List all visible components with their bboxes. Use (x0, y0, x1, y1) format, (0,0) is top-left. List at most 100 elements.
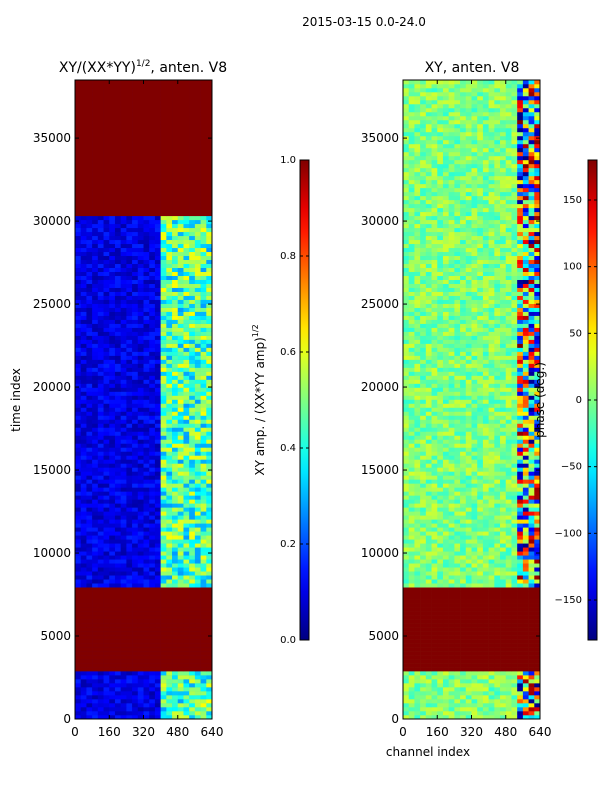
heatmap-cell (172, 159, 179, 165)
heatmap-cell (154, 347, 161, 352)
heatmap-cell (517, 611, 524, 616)
heatmap-cell (149, 231, 156, 237)
heatmap-cell (114, 347, 121, 352)
heatmap-cell (109, 287, 116, 292)
heatmap-cell (494, 615, 501, 620)
heatmap-cell (86, 555, 93, 560)
heatmap-cell (97, 523, 104, 528)
heatmap-cell (189, 623, 196, 628)
heatmap-cell (511, 583, 518, 588)
heatmap-cell (166, 287, 173, 292)
heatmap-cell (528, 687, 535, 692)
heatmap-cell (120, 523, 127, 528)
heatmap-cell (137, 307, 144, 312)
heatmap-cell (86, 115, 93, 121)
heatmap-cell (500, 703, 507, 708)
heatmap-cell (75, 139, 82, 145)
heatmap-cell (517, 647, 524, 652)
heatmap-cell (522, 687, 529, 692)
heatmap-cell (172, 479, 179, 484)
heatmap-cell (132, 479, 139, 484)
heatmap-cell (137, 635, 144, 640)
heatmap-cell (75, 267, 82, 272)
heatmap-cell (103, 299, 110, 304)
heatmap-cell (75, 703, 82, 708)
heatmap-cell (177, 631, 184, 636)
heatmap-cell (160, 143, 167, 149)
heatmap-cell (200, 259, 207, 265)
heatmap-cell (120, 255, 127, 261)
heatmap-cell (494, 603, 501, 608)
heatmap-cell (500, 675, 507, 680)
heatmap-cell (103, 491, 110, 496)
heatmap-cell (194, 715, 201, 720)
heatmap-cell (80, 247, 87, 253)
heatmap-cell (92, 707, 99, 712)
heatmap-cell (194, 299, 201, 304)
heatmap-cell (166, 199, 173, 205)
heatmap-cell (137, 259, 144, 265)
heatmap-cell (522, 583, 529, 588)
heatmap-cell (103, 671, 110, 676)
heatmap-cell (414, 619, 421, 624)
heatmap-cell (103, 579, 110, 584)
heatmap-cell (194, 463, 201, 468)
heatmap-cell (75, 671, 82, 676)
heatmap-cell (200, 195, 207, 201)
heatmap-cell (75, 483, 82, 488)
heatmap-cell (114, 551, 121, 556)
heatmap-cell (166, 395, 173, 400)
heatmap-cell (425, 563, 432, 568)
heatmap-cell (172, 227, 179, 233)
heatmap-cell (120, 687, 127, 692)
heatmap-cell (189, 371, 196, 376)
heatmap-cell (92, 643, 99, 648)
heatmap-cell (189, 251, 196, 257)
heatmap-cell (86, 659, 93, 664)
heatmap-cell (206, 711, 213, 716)
heatmap-cell (114, 251, 121, 257)
heatmap-cell (92, 463, 99, 468)
heatmap-cell (86, 135, 93, 141)
heatmap-cell (143, 595, 150, 600)
heatmap-cell (177, 191, 184, 197)
heatmap-cell (154, 487, 161, 492)
heatmap-cell (143, 683, 150, 688)
heatmap-cell (511, 639, 518, 644)
heatmap-cell (126, 627, 133, 632)
heatmap-cell (500, 579, 507, 584)
heatmap-cell (126, 123, 133, 129)
heatmap-cell (120, 499, 127, 504)
heatmap-cell (149, 219, 156, 225)
heatmap-cell (114, 455, 121, 460)
heatmap-cell (97, 407, 104, 412)
heatmap-cell (149, 551, 156, 556)
heatmap-cell (454, 655, 461, 660)
heatmap-cell (80, 603, 87, 608)
heatmap-cell (109, 555, 116, 560)
heatmap-cell (177, 647, 184, 652)
heatmap-cell (137, 299, 144, 304)
heatmap-cell (500, 555, 507, 560)
heatmap-cell (154, 339, 161, 344)
heatmap-cell (132, 487, 139, 492)
heatmap-cell (200, 143, 207, 149)
heatmap-cell (420, 667, 427, 672)
heatmap-cell (166, 375, 173, 380)
heatmap-cell (403, 567, 410, 572)
heatmap-cell (442, 671, 449, 676)
heatmap-cell (200, 403, 207, 408)
heatmap-cell (528, 539, 535, 544)
heatmap-cell (160, 179, 167, 185)
heatmap-cell (126, 435, 133, 440)
heatmap-cell (92, 559, 99, 564)
heatmap-cell (103, 687, 110, 692)
heatmap-cell (97, 675, 104, 680)
heatmap-cell (172, 707, 179, 712)
heatmap-cell (114, 711, 121, 716)
heatmap-cell (137, 315, 144, 320)
heatmap-cell (103, 583, 110, 588)
heatmap-cell (166, 683, 173, 688)
heatmap-cell (137, 319, 144, 324)
